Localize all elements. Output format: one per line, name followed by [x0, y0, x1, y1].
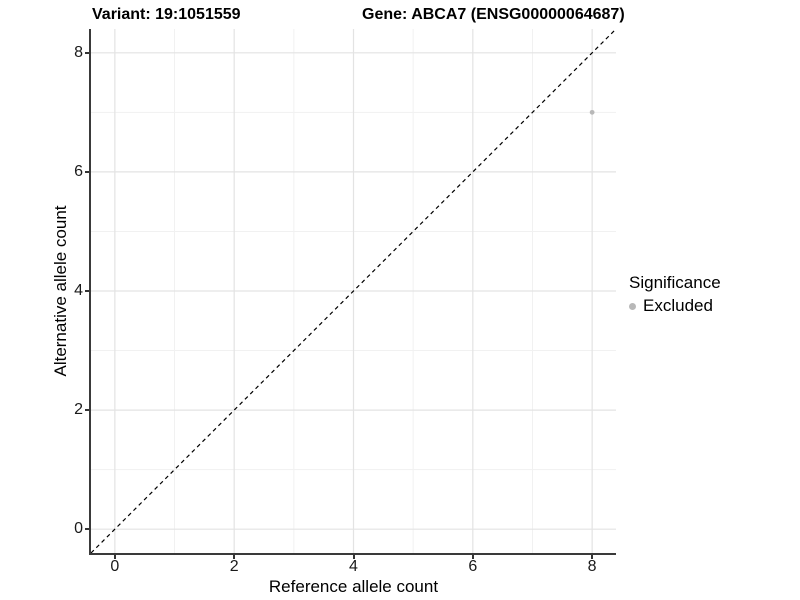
data-point: [589, 109, 595, 115]
x-tick-label: 2: [229, 558, 239, 575]
x-axis-line: [89, 553, 616, 555]
x-axis-tick-mark: [233, 555, 236, 559]
identity-dashed-line: [90, 28, 617, 554]
plot-title-gene: Gene: ABCA7 (ENSG00000064687): [362, 6, 625, 23]
y-tick-label: 0: [74, 520, 83, 538]
legend-key-point-icon: [629, 302, 636, 310]
y-tick-label: 8: [74, 43, 83, 61]
y-axis-tick-mark: [85, 528, 89, 531]
x-tick-label: 8: [587, 558, 597, 575]
y-tick-label: 6: [74, 162, 83, 180]
y-axis-tick-mark: [85, 51, 89, 54]
legend: Significance Excluded: [629, 273, 721, 316]
x-tick-label: 0: [110, 558, 120, 575]
plot-title-variant: Variant: 19:1051559: [92, 6, 241, 23]
x-axis-title: Reference allele count: [268, 577, 439, 596]
x-axis-tick-mark: [352, 555, 355, 559]
plot-panel: [89, 28, 617, 555]
y-axis-tick-mark: [85, 170, 89, 173]
y-tick-label: 4: [74, 282, 83, 299]
plot-canvas: [90, 28, 617, 554]
x-tick-label: 4: [349, 558, 358, 575]
legend-title: Significance: [629, 273, 721, 292]
x-axis-tick-mark: [591, 555, 594, 559]
x-axis-tick-mark: [471, 555, 474, 559]
x-axis-tick-mark: [113, 555, 116, 559]
y-tick-label: 2: [74, 401, 83, 419]
x-tick-label: 6: [468, 558, 478, 575]
y-axis-tick-mark: [85, 290, 89, 292]
legend-item-label: Excluded: [643, 296, 713, 315]
y-axis-tick-mark: [85, 409, 89, 412]
y-axis-line: [89, 29, 91, 555]
legend-item-excluded: Excluded: [629, 296, 721, 316]
